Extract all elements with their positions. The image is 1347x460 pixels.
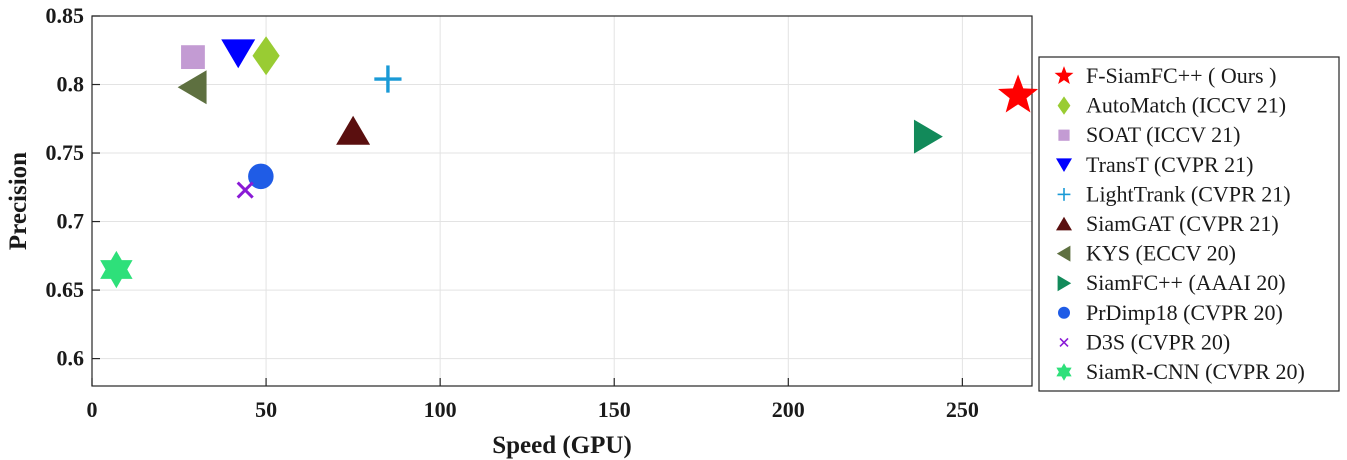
data-point [100,250,133,289]
data-markers [100,36,1039,289]
grid [92,16,1032,386]
x-tick-label: 50 [255,397,277,422]
legend-swatch [1058,129,1070,141]
legend: F-SiamFC++ ( Ours ) AutoMatch (ICCV 21) SO… [1038,56,1340,392]
legend-item: SiamFC++ (AAAI 20) [1057,270,1286,295]
legend-label: AutoMatch (ICCV 21) [1086,93,1286,118]
data-point [181,45,205,70]
legend-items: F-SiamFC++ ( Ours ) AutoMatch (ICCV 21) SO… [1054,63,1305,384]
x-tick-label: 100 [424,397,457,422]
legend-swatch [1059,337,1069,347]
legend-swatch [1056,363,1072,381]
legend-item: F-SiamFC++ ( Ours ) [1054,63,1276,88]
legend-swatch [1056,216,1072,231]
x-axis-title: Speed (GPU) [492,432,632,459]
legend-swatch [1057,188,1071,201]
legend-item: KYS (ECCV 20) [1056,241,1236,266]
legend-item: SiamR-CNN (CVPR 20) [1056,359,1305,384]
legend-swatch [1054,66,1074,85]
data-point [998,74,1039,113]
legend-label: PrDimp18 (CVPR 20) [1086,300,1283,325]
legend-item: SOAT (ICCV 21) [1058,122,1240,147]
y-axis-title: Precision [5,152,32,250]
data-point [374,65,402,93]
y-tick-label: 0.7 [57,209,85,234]
legend-item: PrDimp18 (CVPR 20) [1058,300,1283,325]
legend-item: AutoMatch (ICCV 21) [1057,93,1286,118]
data-point [248,163,274,190]
x-tick-label: 200 [772,397,805,422]
legend-label: SiamGAT (CVPR 21) [1086,211,1279,236]
legend-label: D3S (CVPR 20) [1086,329,1230,354]
x-stroke [236,181,254,199]
data-point [913,119,943,154]
y-tick-label: 0.65 [46,277,85,302]
x-tick-label: 250 [946,397,979,422]
plot-area-frame [91,15,1033,387]
data-point [252,36,280,76]
legend-swatch [1058,306,1070,319]
x-tick-label: 0 [87,397,98,422]
legend-swatch [1057,275,1072,292]
legend-label: LightTrank (CVPR 21) [1086,181,1291,206]
y-tick-label: 0.85 [46,3,85,28]
data-point [177,70,207,105]
data-point [236,181,254,199]
legend-item: LightTrank (CVPR 21) [1057,181,1291,206]
legend-swatch [1056,158,1072,172]
legend-item: TransT (CVPR 21) [1056,152,1253,177]
axis-ticks: 0 50 100 150 200 250 0.6 0.65 0.7 0.75 0.8 0.85 [46,3,979,422]
legend-label: TransT (CVPR 21) [1086,152,1253,177]
y-tick-label: 0.8 [57,72,85,97]
y-tick-label: 0.75 [46,140,85,165]
legend-label: SOAT (ICCV 21) [1086,122,1240,147]
data-point [336,115,371,145]
data-point [221,39,256,69]
legend-label: F-SiamFC++ ( Ours ) [1086,63,1276,88]
legend-label: KYS (ECCV 20) [1086,241,1236,266]
legend-label: SiamR-CNN (CVPR 20) [1086,359,1305,384]
x-stroke [1059,337,1069,347]
x-tick-label: 150 [598,397,631,422]
y-tick-label: 0.6 [57,346,85,371]
legend-box [1038,56,1340,392]
legend-label: SiamFC++ (AAAI 20) [1086,270,1286,295]
legend-item: D3S (CVPR 20) [1059,329,1230,354]
legend-swatch [1056,245,1071,262]
legend-item: SiamGAT (CVPR 21) [1056,211,1279,236]
legend-swatch [1057,96,1071,115]
